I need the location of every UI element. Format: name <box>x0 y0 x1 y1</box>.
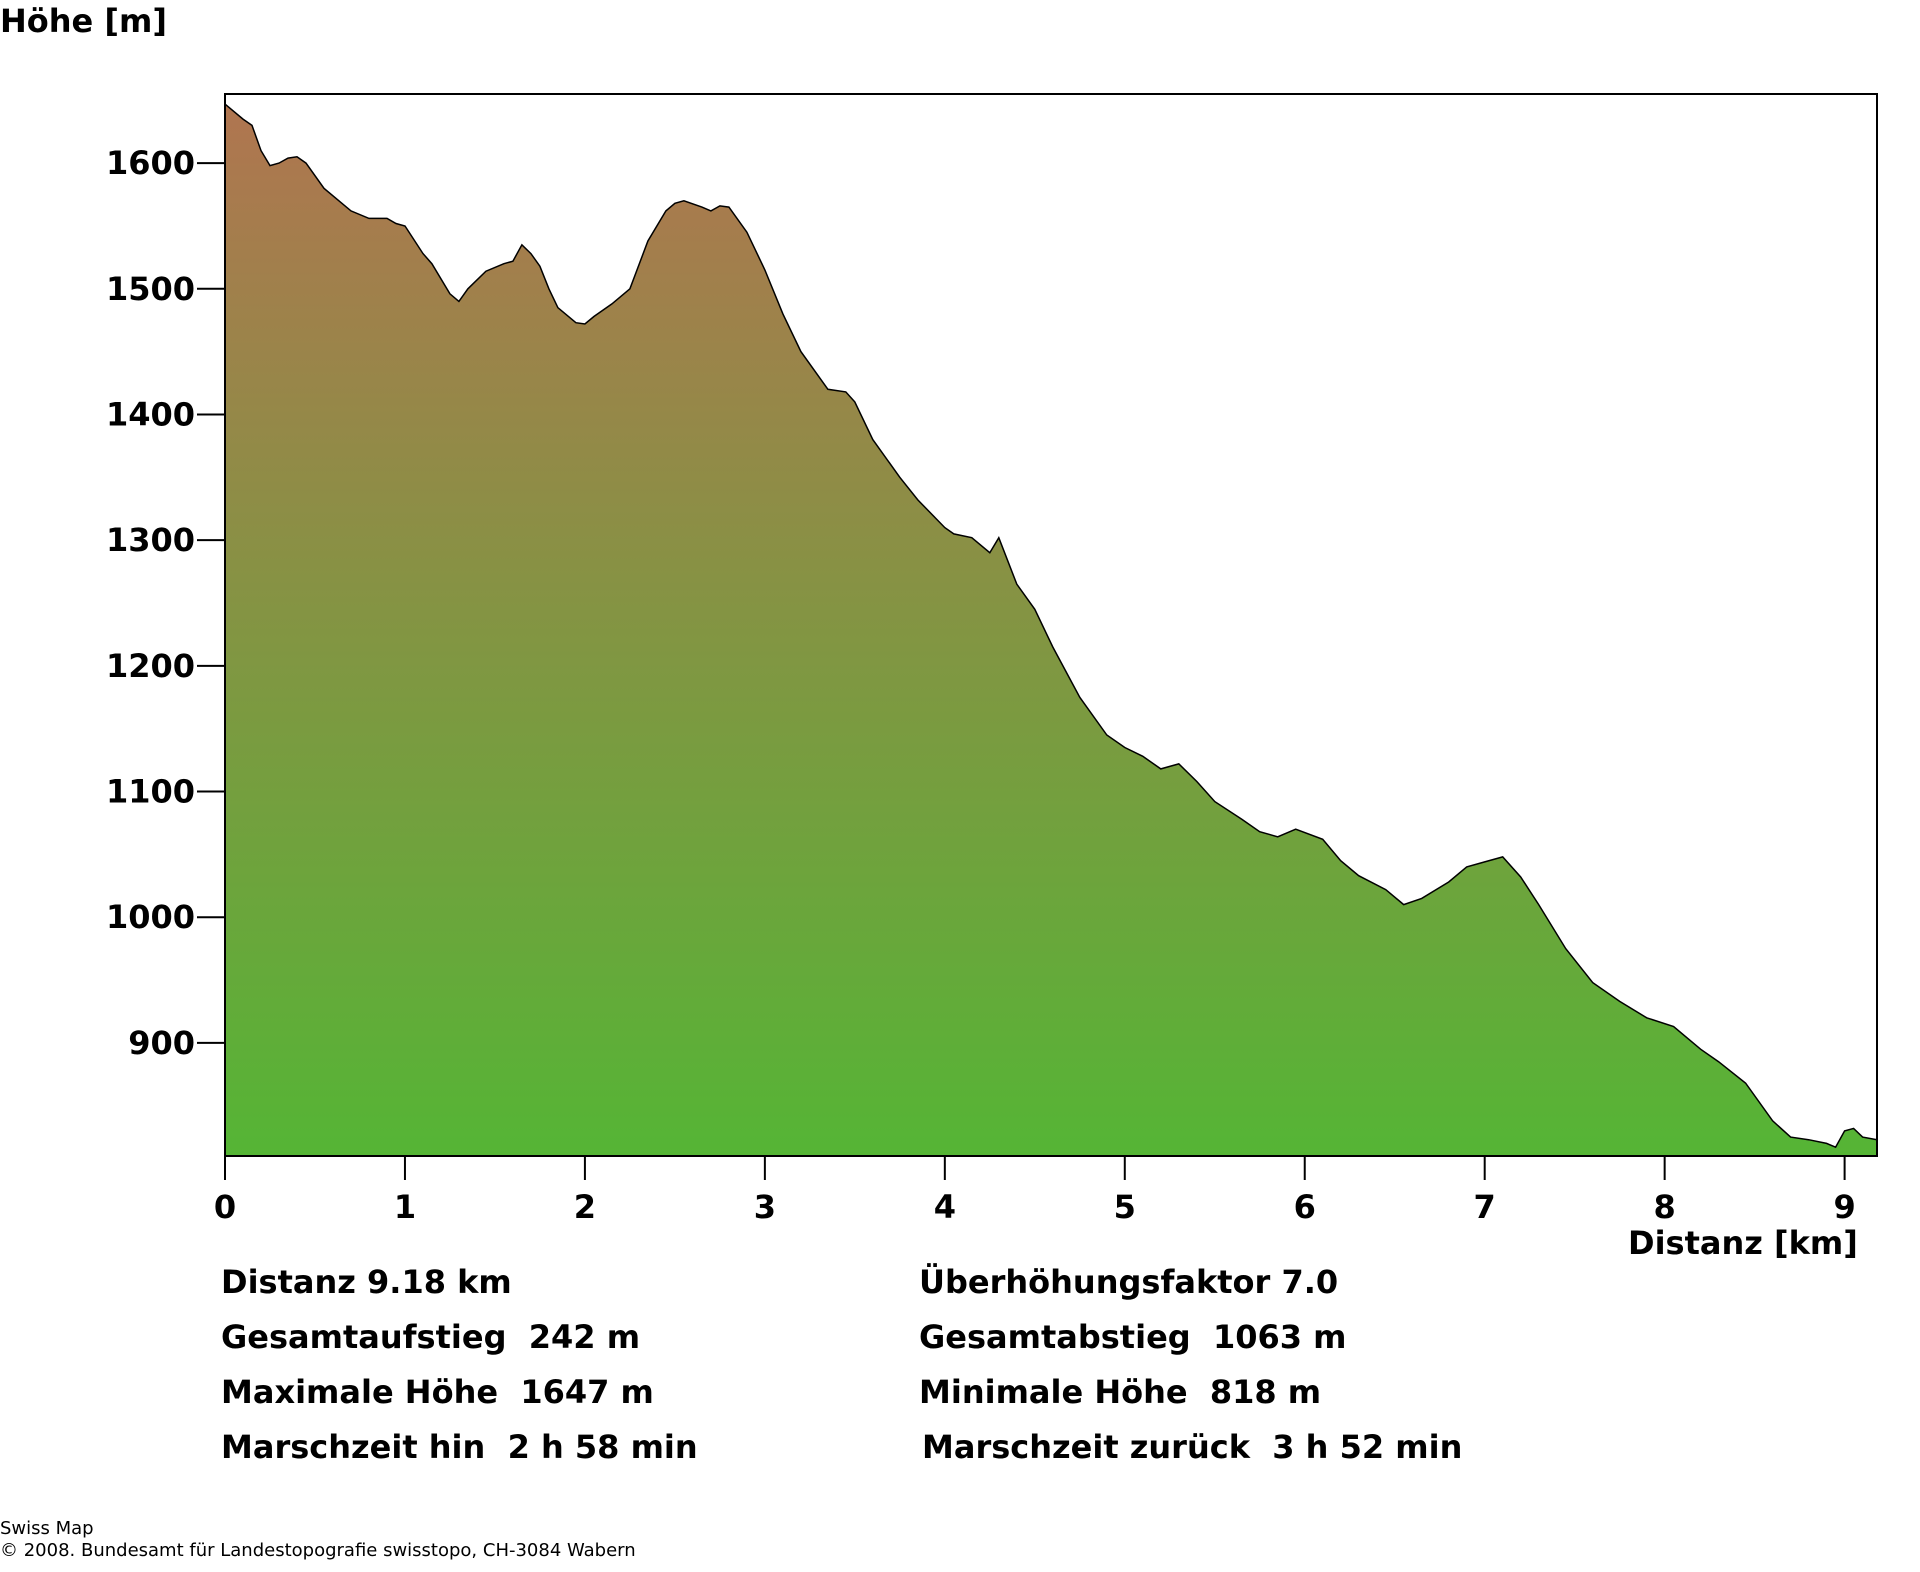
x-tick-label: 8 <box>1654 1188 1676 1226</box>
stat-exaggeration: Überhöhungsfaktor 7.0 <box>919 1263 1339 1301</box>
y-tick-label: 1500 <box>106 270 195 308</box>
stat-time-back: Marschzeit zurück 3 h 52 min <box>922 1428 1463 1466</box>
y-tick-label: 1300 <box>106 521 195 559</box>
y-tick-label: 1100 <box>106 773 195 811</box>
credits-title: Swiss Map <box>0 1518 94 1539</box>
x-tick-label: 1 <box>394 1188 416 1226</box>
x-tick-label: 6 <box>1294 1188 1316 1226</box>
stat-descent: Gesamtabstieg 1063 m <box>919 1318 1347 1356</box>
x-tick-label: 7 <box>1474 1188 1496 1226</box>
stat-max-height: Maximale Höhe 1647 m <box>221 1373 654 1411</box>
x-tick-label: 3 <box>754 1188 776 1226</box>
y-tick-label: 900 <box>128 1024 195 1062</box>
stat-min-height: Minimale Höhe 818 m <box>919 1373 1322 1411</box>
credits-copyright: © 2008. Bundesamt für Landestopografie s… <box>0 1540 636 1561</box>
stat-distance: Distanz 9.18 km <box>221 1263 512 1301</box>
x-tick-label: 2 <box>574 1188 596 1226</box>
plot-frame <box>224 93 1878 1157</box>
y-axis-label: Höhe [m] <box>0 2 167 40</box>
elevation-area <box>225 104 1877 1157</box>
stat-ascent: Gesamtaufstieg 242 m <box>221 1318 641 1356</box>
x-axis-label: Distanz [km] <box>1628 1224 1858 1262</box>
y-tick-label: 1400 <box>106 395 195 433</box>
x-tick-label: 5 <box>1114 1188 1136 1226</box>
y-tick-label: 1600 <box>106 144 195 182</box>
y-tick-label: 1200 <box>106 647 195 685</box>
x-tick-label: 4 <box>934 1188 956 1226</box>
elevation-line <box>224 103 1878 1149</box>
x-tick-label: 0 <box>214 1188 236 1226</box>
stat-time-forward: Marschzeit hin 2 h 58 min <box>221 1428 698 1466</box>
y-tick-label: 1000 <box>106 898 195 936</box>
x-tick-label: 9 <box>1833 1188 1855 1226</box>
